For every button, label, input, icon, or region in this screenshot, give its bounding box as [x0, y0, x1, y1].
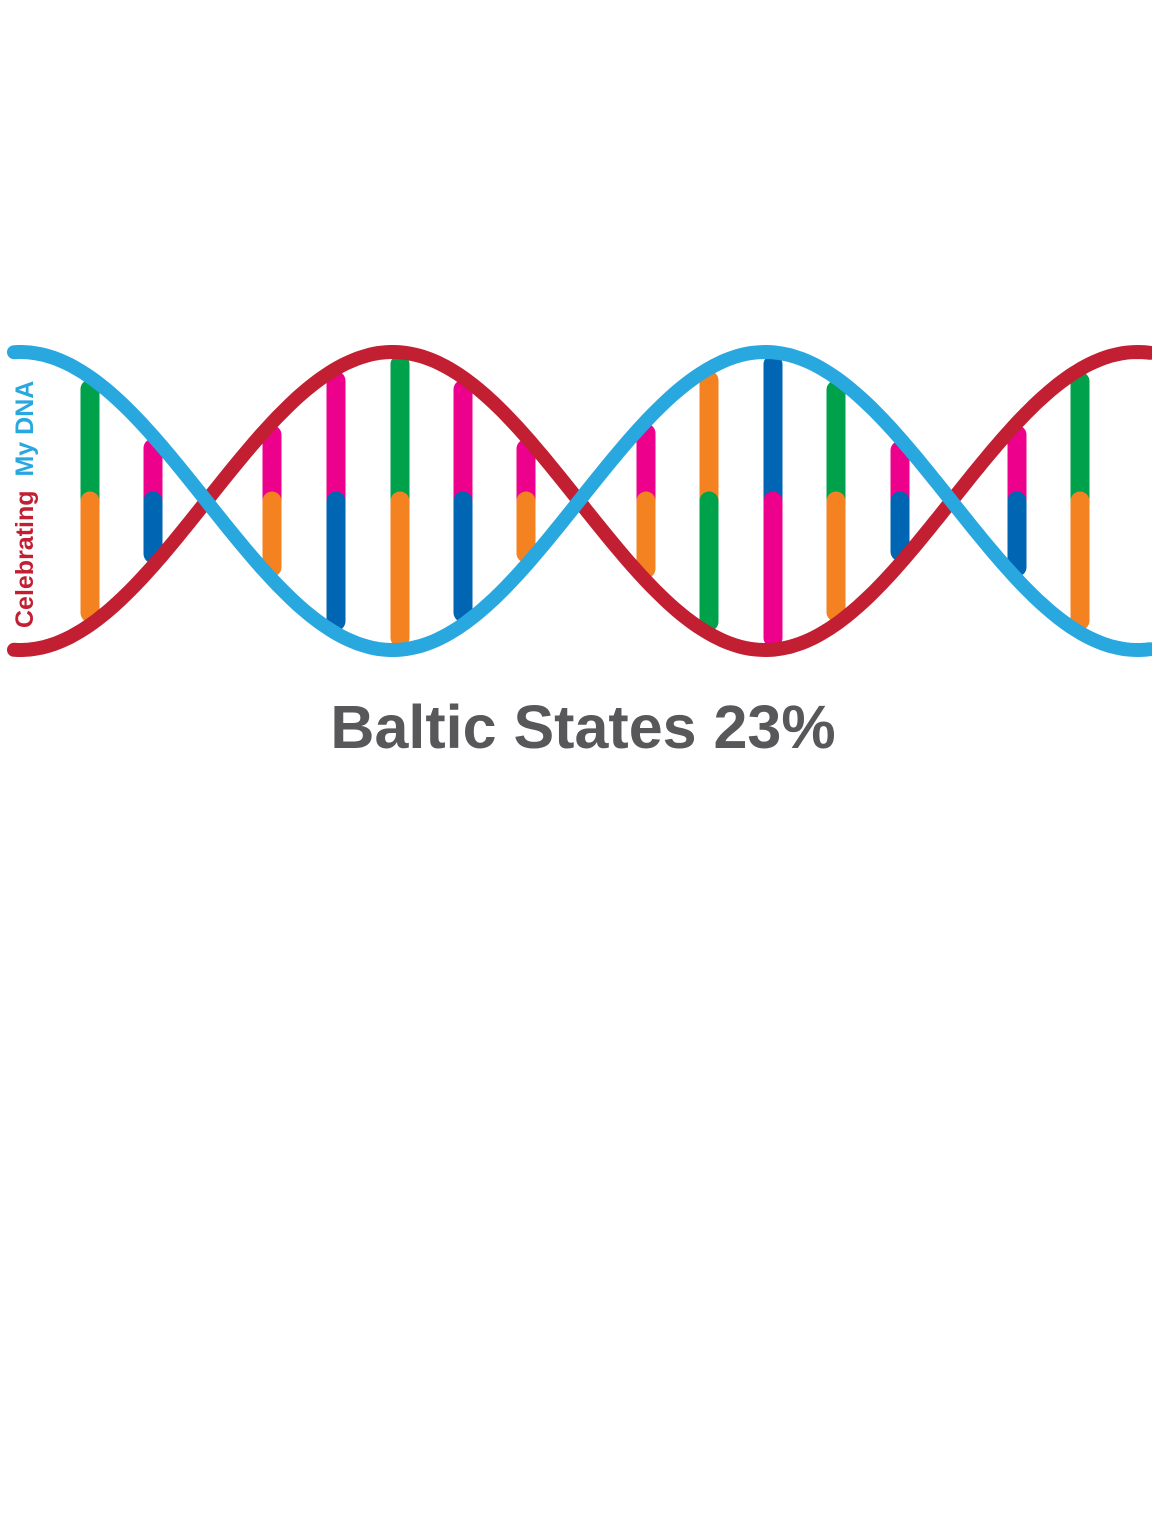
- my-dna-words: My DNA: [11, 381, 39, 477]
- celebrating-word: Celebrating: [11, 490, 39, 628]
- dna-strand-blue: [7, 344, 1152, 658]
- dna-rungs: [80, 354, 1090, 648]
- celebrating-my-dna-label: Celebrating My DNA: [11, 381, 39, 628]
- caption-baltic-states: Baltic States 23%: [330, 693, 836, 761]
